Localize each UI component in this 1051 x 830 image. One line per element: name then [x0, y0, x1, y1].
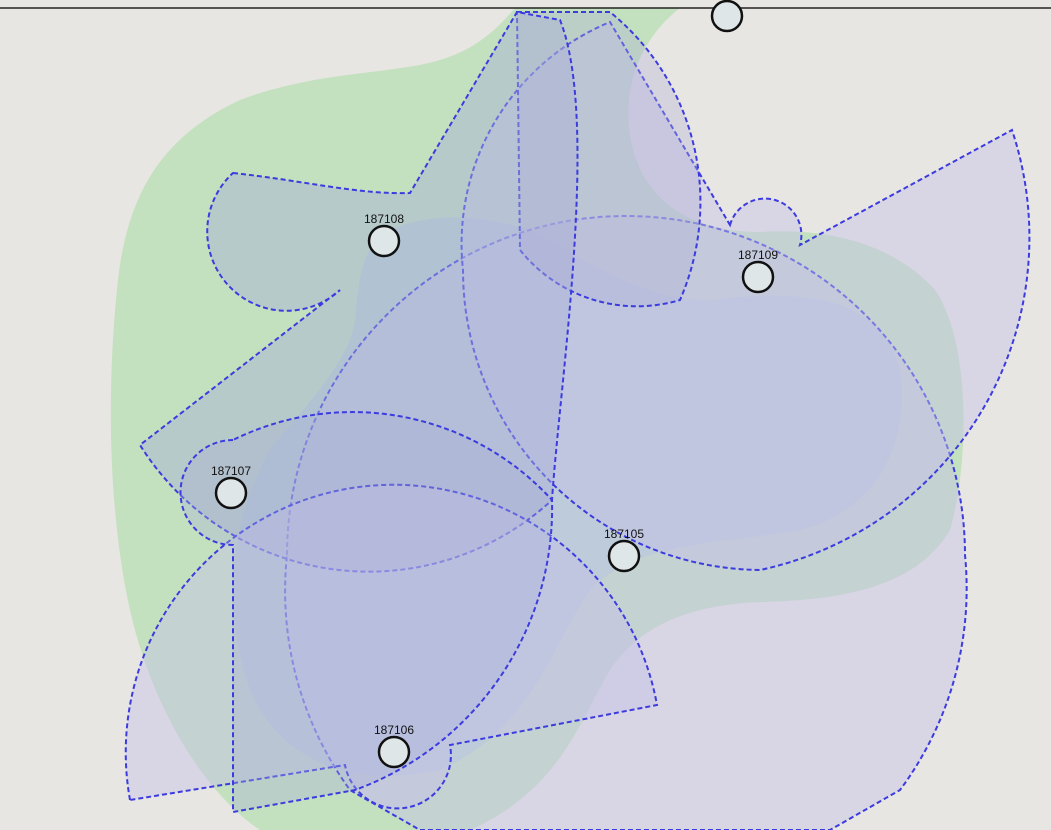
sector: [124, 483, 659, 810]
sector: [515, 11, 702, 308]
site-label: 187108: [364, 212, 404, 226]
sector: [284, 215, 968, 830]
site-label: 187106: [374, 723, 414, 737]
site-marker[interactable]: [710, 0, 744, 33]
site-marker[interactable]: [741, 260, 775, 294]
site-marker[interactable]: [367, 224, 401, 258]
site-label: 187105: [604, 527, 644, 541]
site-label: 187107: [211, 464, 251, 478]
sector: [179, 411, 554, 814]
site-marker[interactable]: [214, 476, 248, 510]
site-marker[interactable]: [377, 735, 411, 769]
sector: [460, 20, 1031, 572]
site-label: 187109: [738, 248, 778, 262]
nodes: 187108 187109 187107 187105 187106: [211, 0, 778, 769]
site-marker[interactable]: [607, 539, 641, 573]
